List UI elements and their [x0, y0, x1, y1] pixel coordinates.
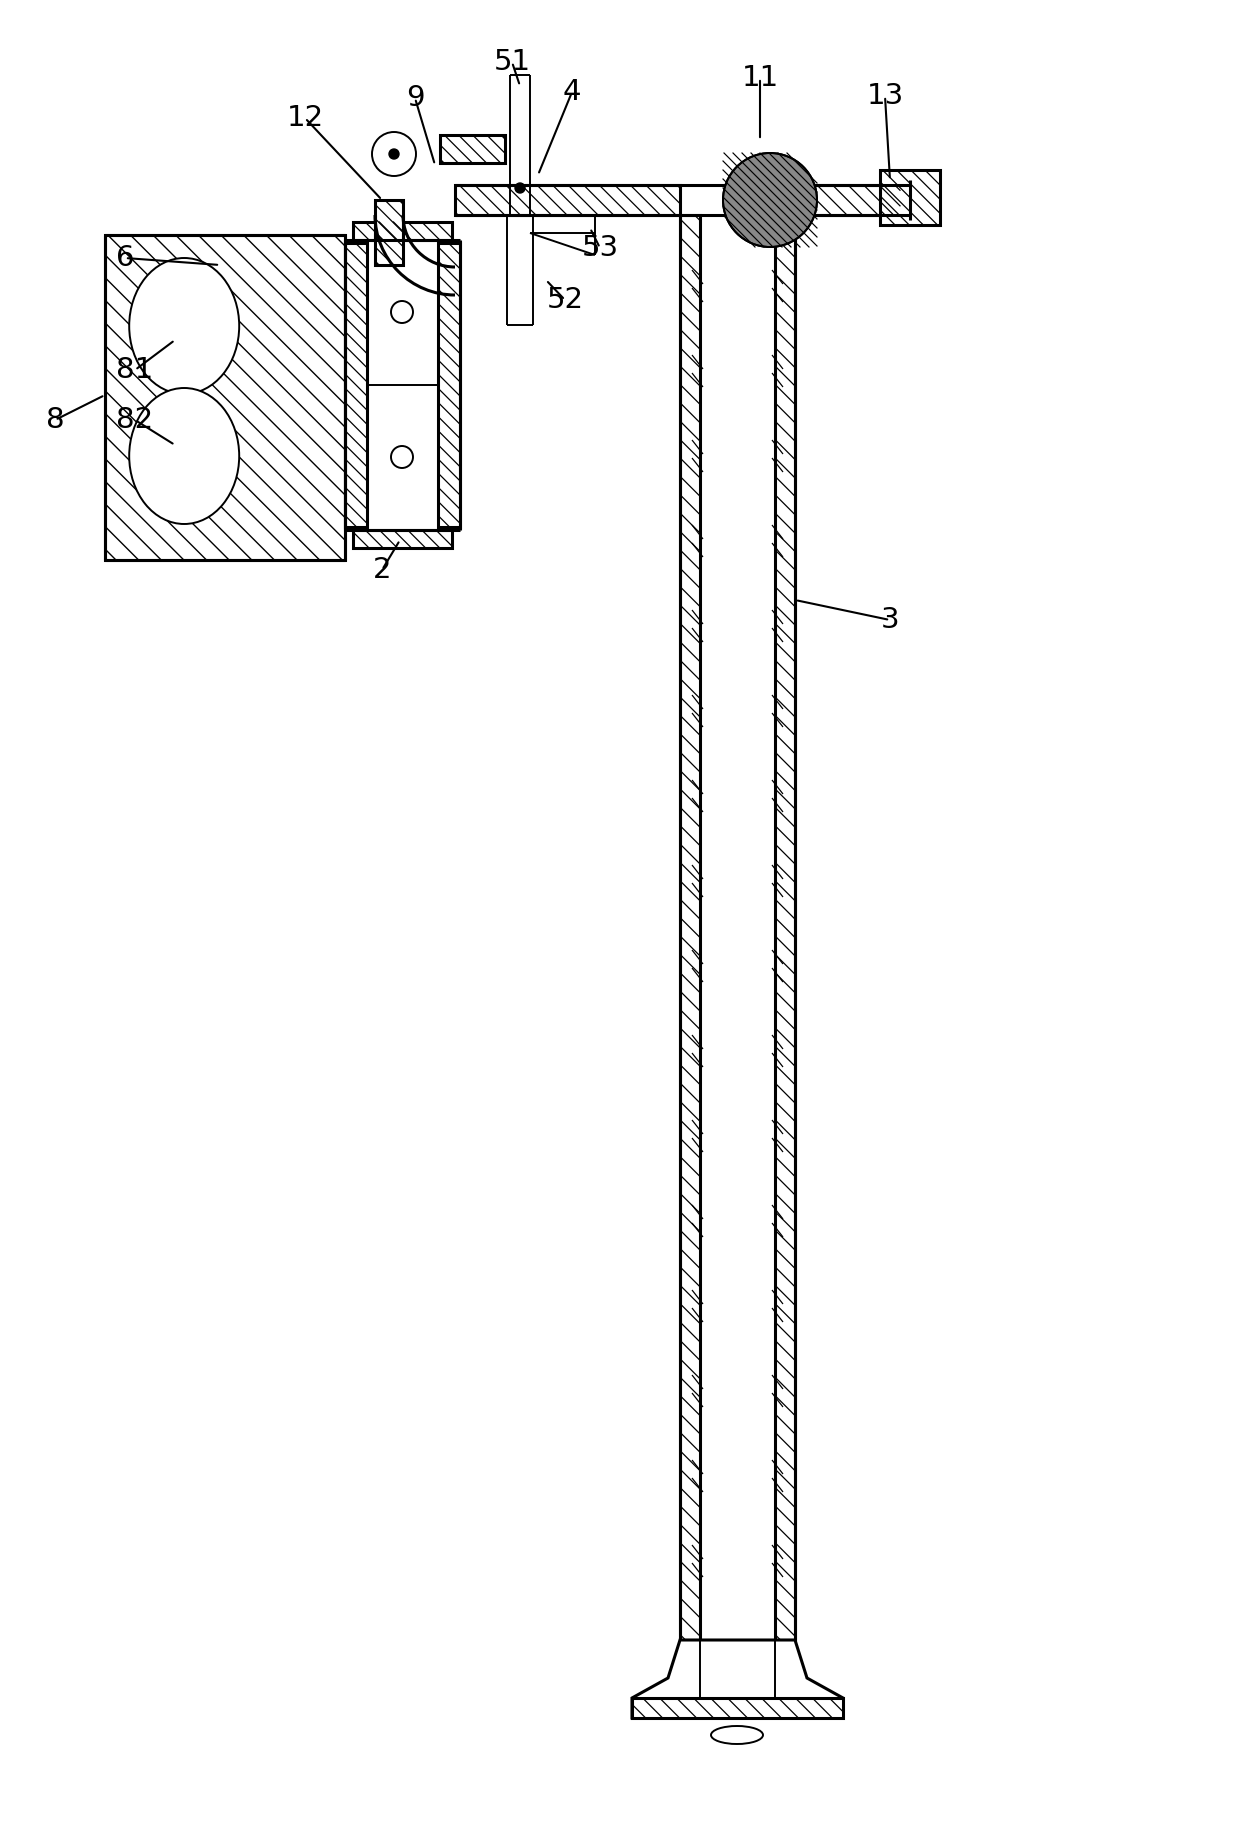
- Text: 9: 9: [405, 84, 424, 112]
- Text: 13: 13: [867, 83, 904, 110]
- Text: 8: 8: [46, 406, 64, 433]
- Text: 3: 3: [880, 606, 899, 633]
- Polygon shape: [440, 136, 505, 163]
- Polygon shape: [374, 200, 403, 264]
- Text: 6: 6: [115, 244, 134, 272]
- Text: 52: 52: [547, 286, 584, 314]
- Polygon shape: [353, 531, 453, 547]
- Polygon shape: [880, 171, 940, 226]
- Ellipse shape: [129, 387, 239, 523]
- Text: 51: 51: [494, 48, 531, 75]
- Polygon shape: [345, 242, 367, 527]
- Text: 81: 81: [117, 356, 154, 384]
- Polygon shape: [105, 235, 345, 560]
- Polygon shape: [353, 222, 453, 241]
- Text: 2: 2: [373, 556, 392, 584]
- Text: 4: 4: [563, 77, 582, 106]
- Circle shape: [723, 152, 817, 248]
- Text: 12: 12: [286, 105, 324, 132]
- Polygon shape: [795, 185, 900, 215]
- Text: 11: 11: [742, 64, 779, 92]
- Circle shape: [372, 132, 415, 176]
- Text: 82: 82: [117, 406, 154, 433]
- Circle shape: [515, 184, 525, 193]
- Circle shape: [389, 149, 399, 160]
- Polygon shape: [775, 215, 795, 1640]
- Polygon shape: [455, 185, 680, 215]
- Polygon shape: [632, 1640, 843, 1718]
- Polygon shape: [680, 215, 701, 1640]
- Text: 53: 53: [582, 233, 619, 263]
- Ellipse shape: [129, 259, 239, 395]
- Polygon shape: [632, 1698, 843, 1718]
- Polygon shape: [438, 242, 460, 527]
